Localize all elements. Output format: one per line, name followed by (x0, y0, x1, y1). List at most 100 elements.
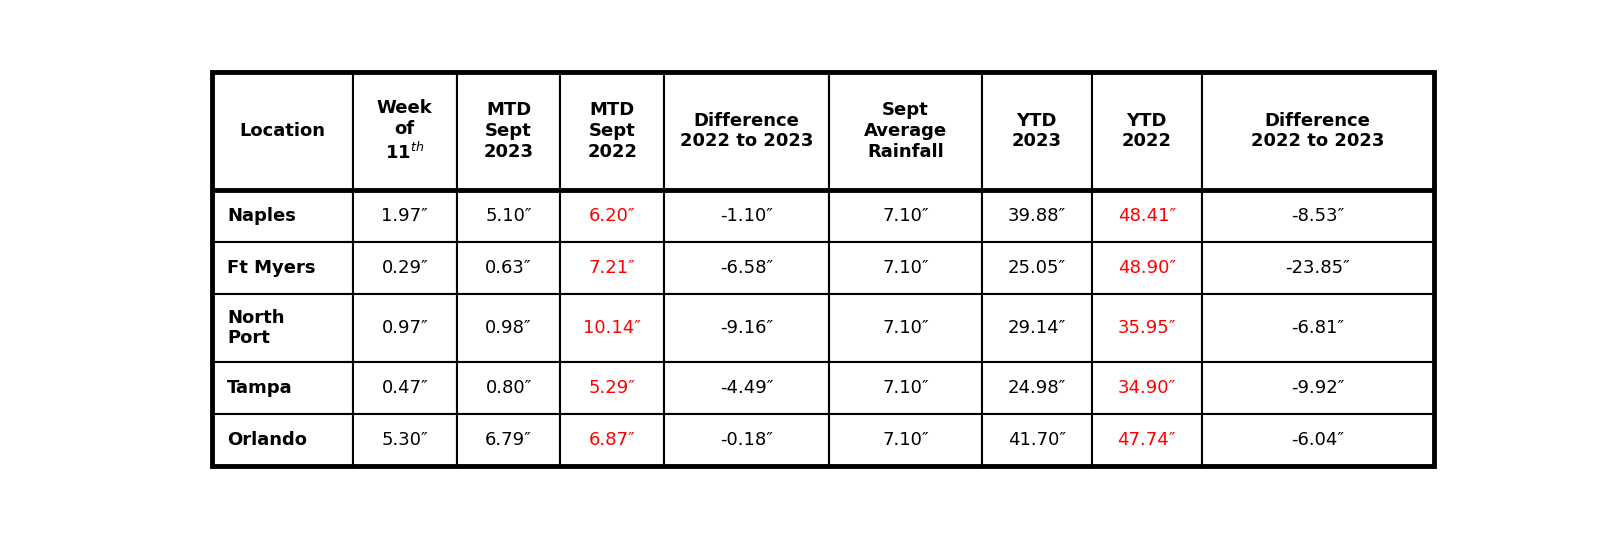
Text: -1.10″: -1.10″ (720, 207, 773, 225)
Bar (456, 414, 560, 466)
Text: 7.10″: 7.10″ (882, 207, 930, 225)
Bar (664, 362, 829, 414)
Bar (213, 414, 354, 466)
Bar (664, 72, 829, 190)
Bar (213, 294, 354, 362)
Text: 7.10″: 7.10″ (882, 259, 930, 277)
Bar (1091, 242, 1202, 294)
Bar (982, 294, 1091, 362)
Text: 41.70″: 41.70″ (1008, 431, 1066, 449)
Text: 39.88″: 39.88″ (1008, 207, 1066, 225)
Text: MTD
Sept
2023: MTD Sept 2023 (483, 101, 533, 161)
Text: 6.20″: 6.20″ (589, 207, 635, 225)
Text: -6.81″: -6.81″ (1291, 319, 1344, 337)
Bar (829, 72, 982, 190)
Text: 10.14″: 10.14″ (584, 319, 642, 337)
Text: -6.58″: -6.58″ (720, 259, 773, 277)
Bar (664, 414, 829, 466)
Text: Naples: Naples (227, 207, 296, 225)
Text: 24.98″: 24.98″ (1008, 379, 1066, 397)
Text: 0.98″: 0.98″ (485, 319, 531, 337)
Bar (1202, 190, 1434, 242)
Bar (1091, 190, 1202, 242)
Text: Week
of
11$^{th}$: Week of 11$^{th}$ (378, 99, 432, 163)
Text: 0.80″: 0.80″ (485, 379, 531, 397)
Bar (982, 72, 1091, 190)
Text: 0.29″: 0.29″ (381, 259, 429, 277)
Bar (456, 294, 560, 362)
Bar (1202, 242, 1434, 294)
Text: 47.74″: 47.74″ (1117, 431, 1176, 449)
Bar (456, 190, 560, 242)
Bar (1091, 294, 1202, 362)
Text: -6.04″: -6.04″ (1291, 431, 1344, 449)
Bar (1202, 362, 1434, 414)
Text: 5.10″: 5.10″ (485, 207, 531, 225)
Text: Difference
2022 to 2023: Difference 2022 to 2023 (680, 112, 813, 150)
Bar (354, 72, 456, 190)
Text: 1.97″: 1.97″ (381, 207, 429, 225)
Bar (1202, 294, 1434, 362)
Text: -8.53″: -8.53″ (1291, 207, 1344, 225)
Bar (560, 362, 664, 414)
Text: North
Port: North Port (227, 309, 285, 348)
Bar (664, 190, 829, 242)
Bar (560, 72, 664, 190)
Text: MTD
Sept
2022: MTD Sept 2022 (587, 101, 637, 161)
Text: 7.10″: 7.10″ (882, 379, 930, 397)
Text: Difference
2022 to 2023: Difference 2022 to 2023 (1251, 112, 1384, 150)
Text: Location: Location (240, 122, 326, 140)
Text: 48.90″: 48.90″ (1118, 259, 1176, 277)
Text: Sept
Average
Rainfall: Sept Average Rainfall (864, 101, 947, 161)
Text: 6.87″: 6.87″ (589, 431, 635, 449)
Text: 0.47″: 0.47″ (381, 379, 429, 397)
Bar (354, 294, 456, 362)
Bar (354, 414, 456, 466)
Bar (456, 242, 560, 294)
Bar (829, 190, 982, 242)
Text: Ft Myers: Ft Myers (227, 259, 315, 277)
Bar (982, 242, 1091, 294)
Bar (560, 190, 664, 242)
Text: 5.30″: 5.30″ (381, 431, 429, 449)
Bar (1202, 72, 1434, 190)
Text: 5.29″: 5.29″ (589, 379, 635, 397)
Bar (1091, 72, 1202, 190)
Text: 7.10″: 7.10″ (882, 431, 930, 449)
Bar (664, 242, 829, 294)
Bar (982, 362, 1091, 414)
Text: 25.05″: 25.05″ (1008, 259, 1066, 277)
Bar (213, 190, 354, 242)
Text: 6.79″: 6.79″ (485, 431, 533, 449)
Text: 48.41″: 48.41″ (1118, 207, 1176, 225)
Text: 7.10″: 7.10″ (882, 319, 930, 337)
Text: -23.85″: -23.85″ (1285, 259, 1350, 277)
Text: 34.90″: 34.90″ (1118, 379, 1176, 397)
Bar (560, 294, 664, 362)
Bar (1091, 362, 1202, 414)
Bar (1091, 414, 1202, 466)
Text: 0.97″: 0.97″ (381, 319, 429, 337)
Text: Orlando: Orlando (227, 431, 307, 449)
Text: -0.18″: -0.18″ (720, 431, 773, 449)
Text: 35.95″: 35.95″ (1117, 319, 1176, 337)
Bar (982, 414, 1091, 466)
Bar (829, 242, 982, 294)
Text: Tampa: Tampa (227, 379, 293, 397)
Text: 7.21″: 7.21″ (589, 259, 635, 277)
Text: -9.92″: -9.92″ (1291, 379, 1344, 397)
Bar (213, 362, 354, 414)
Text: -4.49″: -4.49″ (720, 379, 773, 397)
Bar (456, 72, 560, 190)
Bar (456, 362, 560, 414)
Bar (829, 294, 982, 362)
Text: 29.14″: 29.14″ (1008, 319, 1066, 337)
Bar (560, 414, 664, 466)
Bar (354, 362, 456, 414)
Bar (982, 190, 1091, 242)
Bar (1202, 414, 1434, 466)
Text: 0.63″: 0.63″ (485, 259, 531, 277)
Bar (354, 190, 456, 242)
Bar (664, 294, 829, 362)
Bar (354, 242, 456, 294)
